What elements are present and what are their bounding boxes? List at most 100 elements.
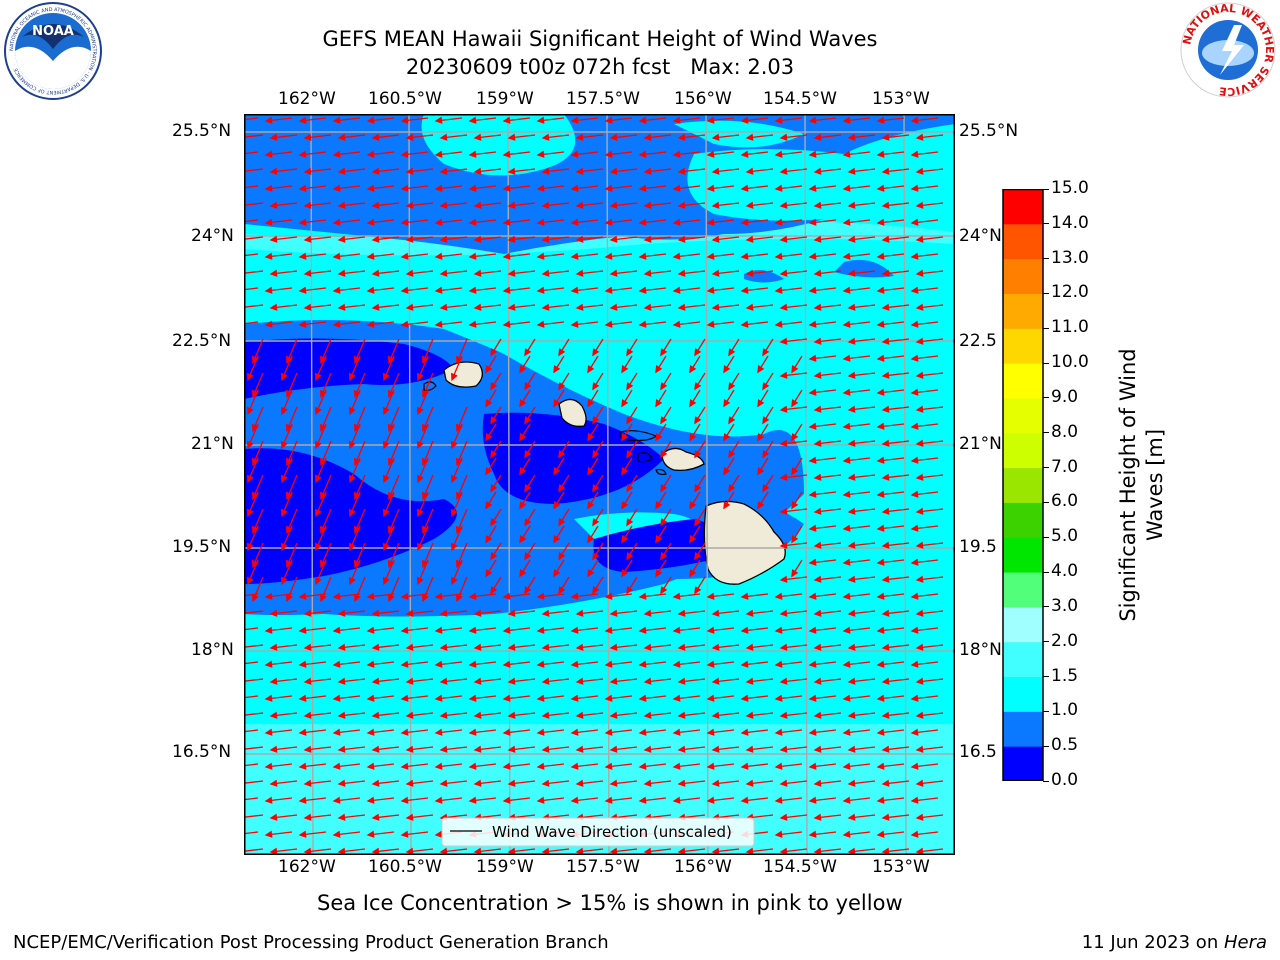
wave-direction-arrowhead: [473, 201, 482, 209]
wave-direction-arrowhead: [689, 365, 697, 374]
wave-direction-arrowhead: [677, 303, 686, 311]
wave-direction-arrowhead: [353, 423, 361, 433]
wave-direction-arrowhead: [314, 542, 322, 552]
wave-direction-arrowhead: [808, 456, 817, 464]
wave-direction-arrowhead: [706, 796, 715, 804]
wave-direction-arrowhead: [570, 660, 579, 668]
wave-direction-arrowhead: [842, 626, 851, 634]
wave-direction-arrowhead: [876, 830, 885, 838]
wave-direction-arrowhead: [779, 235, 788, 243]
wave-direction-arrowhead: [842, 354, 851, 362]
top-tick-0: 162°W: [278, 89, 336, 109]
wave-direction-arrowhead: [881, 473, 890, 481]
wave-direction-arrowhead: [348, 508, 356, 518]
wave-direction-arrowhead: [536, 320, 545, 328]
wave-direction-arrowhead: [808, 558, 817, 566]
colorbar-segment: [1003, 432, 1043, 469]
wave-direction-arrowhead: [723, 501, 731, 510]
wave-direction-arrowhead: [689, 569, 697, 578]
wave-direction-arrowhead: [813, 677, 822, 685]
left-tick-2: 22.5°N: [172, 331, 232, 351]
wave-direction-arrows: [244, 116, 944, 855]
wave-direction-arrowhead: [303, 303, 312, 311]
wave-direction-arrowhead: [706, 320, 715, 328]
wave-direction-arrowhead: [910, 116, 919, 124]
wave-direction-arrowhead: [416, 508, 424, 518]
wave-direction-arrowhead: [626, 382, 634, 391]
wave-direction-arrowhead: [468, 150, 477, 158]
wave-direction-arrowhead: [280, 440, 288, 450]
wave-direction-arrowhead: [416, 474, 424, 484]
colorbar-tick-label: 11.0: [1051, 317, 1089, 338]
wave-direction-arrowhead: [723, 365, 731, 374]
wave-direction-arrowhead: [502, 694, 511, 702]
colorbar-tick-label: 4.0: [1051, 561, 1079, 582]
wave-direction-arrowhead: [353, 355, 361, 365]
colorbar-segment: [1003, 397, 1043, 434]
wave-direction-arrowhead: [745, 201, 754, 209]
wave-direction-arrowhead: [910, 286, 919, 294]
wave-direction-arrowhead: [524, 416, 532, 425]
wave-direction-arrowhead: [740, 150, 749, 158]
wave-direction-arrowhead: [269, 745, 278, 753]
wave-direction-arrowhead: [337, 269, 346, 277]
wave-direction-arrowhead: [762, 450, 770, 459]
wave-direction-arrowhead: [910, 252, 919, 260]
wave-direction-arrowhead: [694, 586, 702, 595]
wave-direction-arrowhead: [740, 116, 749, 124]
wave-direction-arrowhead: [371, 643, 380, 651]
wave-direction-arrowhead: [808, 762, 817, 770]
wave-direction-arrowhead: [740, 694, 749, 702]
wave-direction-arrowhead: [366, 218, 375, 226]
wave-direction-arrowhead: [910, 184, 919, 192]
wave-direction-arrowhead: [774, 252, 783, 260]
wave-direction-arrowhead: [910, 762, 919, 770]
wave-direction-arrowhead: [353, 457, 361, 467]
wave-direction-arrowhead: [711, 235, 720, 243]
wave-direction-arrowhead: [303, 677, 312, 685]
top-tick-1: 160.5°W: [368, 89, 442, 109]
wave-direction-arrowhead: [774, 286, 783, 294]
wave-direction-arrowhead: [915, 337, 924, 345]
wave-direction-arrowhead: [541, 677, 550, 685]
wave-direction-arrowhead: [337, 303, 346, 311]
wave-direction-arrowhead: [638, 796, 647, 804]
wave-direction-arrowhead: [298, 728, 307, 736]
wave-direction-arrowhead: [745, 303, 754, 311]
wave-direction-arrowhead: [251, 389, 259, 399]
wave-direction-arrowhead: [711, 847, 720, 855]
wave-direction-arrowhead: [672, 592, 681, 600]
wave-direction-arrowhead: [298, 796, 307, 804]
wave-direction-arrowhead: [813, 711, 822, 719]
wave-direction-arrowhead: [575, 677, 584, 685]
wave-direction-arrowhead: [587, 433, 595, 442]
wave-direction-arrowhead: [677, 847, 686, 855]
wave-direction-arrowhead: [387, 389, 395, 399]
wave-direction-arrowhead: [575, 235, 584, 243]
wave-direction-arrowhead: [332, 286, 341, 294]
colorbar-tick-mark: [1043, 258, 1049, 260]
wave-direction-arrowhead: [876, 796, 885, 804]
wave-direction-arrowhead: [842, 184, 851, 192]
wave-direction-arrowhead: [507, 609, 516, 617]
wave-direction-arrowhead: [264, 116, 273, 124]
wave-direction-arrowhead: [468, 320, 477, 328]
wave-direction-arrowhead: [745, 779, 754, 787]
wave-direction-arrowhead: [264, 660, 273, 668]
wave-direction-arrowhead: [711, 167, 720, 175]
wave-direction-arrowhead: [774, 762, 783, 770]
wave-direction-arrowhead: [337, 609, 346, 617]
wave-direction-arrowhead: [638, 694, 647, 702]
wave-direction-arrowhead: [779, 507, 788, 515]
colorbar-tick-label: 0.0: [1051, 770, 1079, 790]
wave-direction-arrowhead: [439, 167, 448, 175]
wave-direction-arrowhead: [774, 116, 783, 124]
wave-direction-arrowhead: [439, 269, 448, 277]
wave-direction-arrowhead: [626, 518, 634, 527]
wave-direction-arrowhead: [910, 524, 919, 532]
wave-direction-arrowhead: [485, 501, 493, 510]
wave-direction-arrowhead: [246, 372, 254, 382]
east-small-patch-2: [834, 259, 894, 278]
wave-direction-arrowhead: [643, 167, 652, 175]
wave-direction-arrowhead: [842, 694, 851, 702]
